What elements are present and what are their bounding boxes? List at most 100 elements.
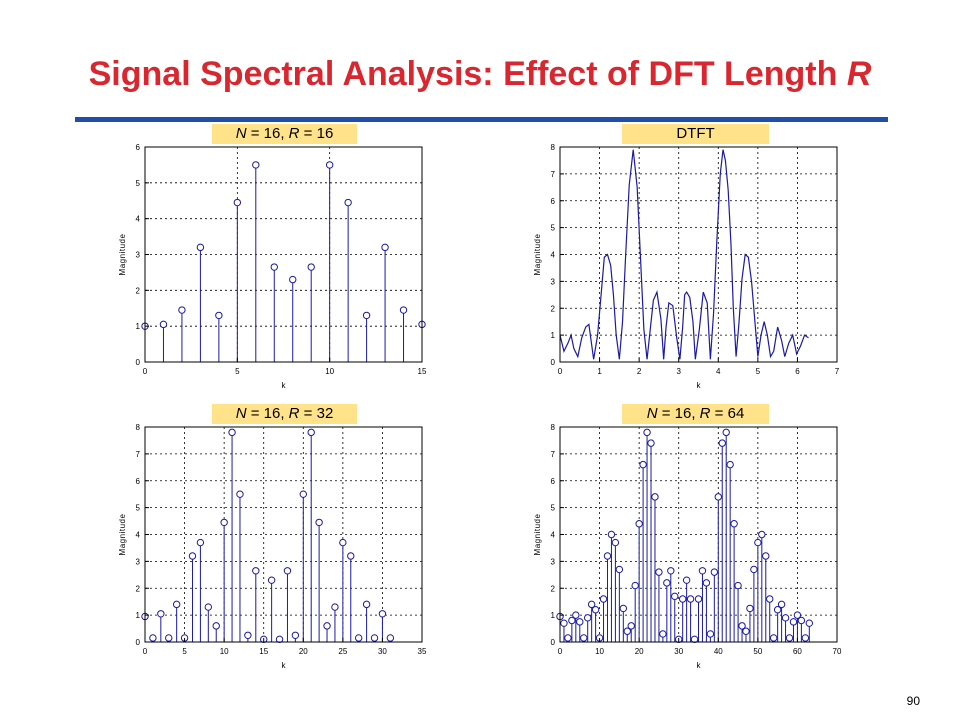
x-tick-label: 7: [835, 367, 840, 376]
x-tick-label: 0: [143, 647, 148, 656]
stem-marker: [726, 460, 734, 469]
x-tick-label: 25: [338, 647, 347, 656]
label-text: DTFT: [676, 125, 715, 142]
stem-marker: [378, 610, 387, 618]
stem-marker: [584, 614, 592, 622]
y-tick-label: 8: [551, 423, 556, 432]
y-tick-label: 1: [136, 322, 141, 331]
x-axis-label: k: [282, 661, 287, 670]
label-end: = 64: [710, 405, 745, 422]
x-tick-label: 70: [833, 647, 842, 656]
x-tick-label: 15: [418, 367, 427, 376]
y-tick-label: 2: [136, 286, 141, 295]
stem-marker: [714, 493, 722, 501]
slide-title: Signal Spectral Analysis: Effect of DFT …: [0, 55, 960, 94]
x-tick-label: 6: [795, 367, 800, 376]
x-tick-label: 30: [378, 647, 387, 656]
stem-marker: [746, 604, 754, 613]
stem-marker: [399, 306, 408, 314]
stem-marker: [220, 518, 228, 527]
y-tick-label: 5: [551, 224, 556, 233]
y-tick-label: 4: [136, 531, 141, 540]
stem-marker: [576, 618, 584, 626]
x-tick-label: 60: [793, 647, 802, 656]
chart-top-right: 0 1 2 3 4 5 6 7 0 1 2 3 4 5 6 7 8 k Magnitude: [533, 143, 840, 390]
stem-marker: [655, 568, 663, 576]
stem-marker: [659, 630, 667, 638]
y-tick-label: 3: [136, 251, 141, 260]
x-tick-label: 10: [595, 647, 604, 656]
stem-marker: [690, 635, 699, 644]
label-r: R: [699, 405, 711, 422]
stem-marker: [591, 606, 600, 614]
x-tick-label: 20: [299, 647, 308, 656]
label-r: R: [288, 125, 300, 142]
stem-marker: [643, 428, 651, 437]
stem-marker: [228, 428, 236, 437]
x-tick-label: 20: [635, 647, 644, 656]
y-tick-label: 7: [136, 450, 141, 459]
stem-marker: [789, 618, 798, 626]
stem-marker: [651, 493, 659, 501]
stem-marker: [307, 428, 315, 437]
stem-marker: [252, 161, 260, 169]
stem-marker: [215, 311, 223, 320]
y-tick-label: 6: [136, 143, 141, 152]
label-n: N: [235, 405, 247, 422]
stem-marker: [635, 520, 643, 528]
stem-marker: [599, 595, 608, 603]
stem-marker: [734, 581, 742, 590]
y-tick-label: 7: [551, 450, 556, 459]
stem-marker: [722, 428, 730, 437]
label-mid: = 16,: [657, 405, 700, 422]
stem-marker: [362, 600, 371, 609]
stem-marker: [196, 538, 205, 547]
y-tick-label: 0: [136, 638, 141, 647]
y-tick-label: 4: [551, 251, 556, 260]
y-tick-label: 6: [551, 477, 556, 486]
y-tick-label: 5: [136, 179, 141, 188]
stem-marker: [159, 320, 168, 329]
x-tick-label: 40: [714, 647, 723, 656]
y-axis-label: Magnitude: [118, 514, 127, 556]
y-tick-label: 0: [551, 638, 556, 647]
stem-marker: [781, 614, 790, 622]
x-tick-label: 4: [716, 367, 721, 376]
stem-marker: [270, 263, 278, 271]
stem-marker: [615, 565, 624, 574]
stem-marker: [339, 538, 347, 547]
stem-marker: [315, 518, 323, 527]
y-tick-label: 5: [551, 504, 556, 513]
y-tick-label: 1: [136, 611, 141, 620]
y-tick-label: 2: [551, 584, 556, 593]
stem-marker: [344, 198, 352, 207]
y-tick-label: 6: [136, 477, 141, 486]
stem-marker: [785, 634, 794, 642]
stem-marker: [777, 600, 786, 609]
stem-marker: [801, 634, 810, 642]
stem-marker: [267, 576, 276, 584]
y-tick-label: 0: [136, 358, 141, 367]
stem-marker: [325, 161, 334, 169]
stem-marker: [165, 634, 173, 642]
stem-marker: [275, 635, 284, 644]
x-tick-label: 5: [235, 367, 240, 376]
stem-marker: [196, 243, 205, 252]
stem-marker: [706, 630, 715, 638]
stem-marker: [797, 616, 806, 625]
x-tick-label: 10: [220, 647, 229, 656]
stem-marker: [580, 634, 588, 642]
y-tick-label: 8: [551, 143, 556, 152]
stem-marker: [299, 490, 307, 498]
stem-marker: [370, 634, 379, 642]
stem-marker: [678, 595, 687, 603]
y-tick-label: 3: [136, 557, 141, 566]
stem-marker: [252, 567, 260, 575]
stem-marker: [702, 579, 711, 587]
page-number: 90: [906, 694, 920, 708]
chart-top-left: 0 5 10 15 0 1 2 3 4 5 6 k Magnitude: [118, 143, 427, 390]
x-tick-label: 15: [259, 647, 268, 656]
stem-marker: [758, 530, 766, 539]
y-tick-label: 4: [551, 531, 556, 540]
stem-marker: [307, 263, 315, 271]
